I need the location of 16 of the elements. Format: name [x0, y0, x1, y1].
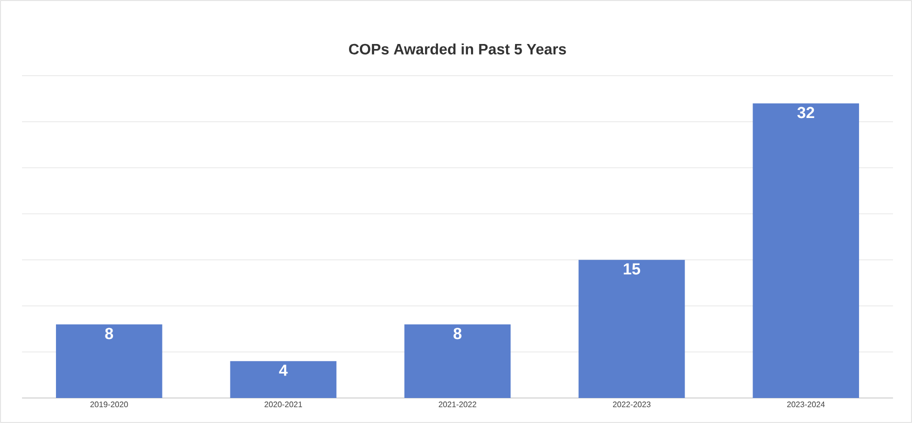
bar [230, 361, 336, 398]
data-label: 15 [624, 263, 640, 275]
x-tick-label: 2023-2024 [787, 402, 825, 408]
bar [578, 260, 685, 398]
x-tick-label: 2020-2021 [264, 402, 302, 408]
bar [752, 103, 860, 398]
bar [56, 324, 162, 398]
x-tick-label: 2019-2020 [90, 402, 128, 408]
data-label: 4 [279, 364, 288, 376]
x-tick-label: 2021-2022 [438, 402, 476, 408]
bar [404, 324, 511, 398]
x-tick-label: 2022-2023 [612, 402, 650, 408]
chart-title: COPs Awarded in Past 5 Years [349, 43, 566, 54]
data-label: 8 [454, 328, 462, 340]
data-label: 32 [797, 106, 814, 118]
data-label: 8 [105, 328, 114, 340]
